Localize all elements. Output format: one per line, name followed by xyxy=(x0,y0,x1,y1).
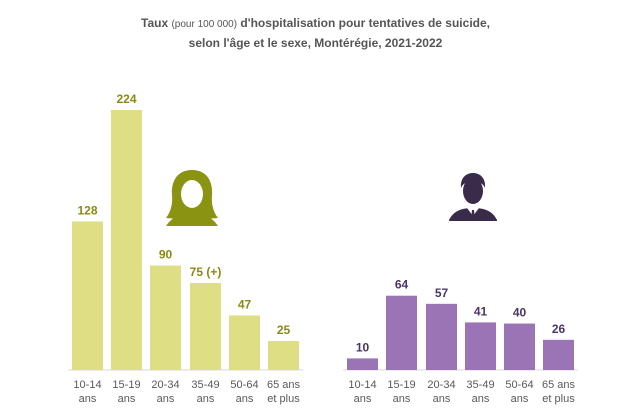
title-part-2: (pour 100 000) xyxy=(171,19,238,30)
male-tick-label: ans xyxy=(354,393,372,405)
male-tick-label: ans xyxy=(433,393,451,405)
tick-labels-layer: 10-14 ans 15-19 ans 20-34 ans 35-49 ans 50-64 ans… xyxy=(73,379,575,405)
woman-icon xyxy=(166,170,218,226)
title-part-1: Taux xyxy=(141,16,169,30)
female-bar xyxy=(229,315,260,370)
female-tick-label: 35-49 xyxy=(191,379,219,391)
female-tick-label: ans xyxy=(197,393,215,405)
male-tick-label: ans xyxy=(511,393,529,405)
chart-title-line-1: Taux (pour 100 000) d'hospitalisation po… xyxy=(0,14,631,34)
man-tie xyxy=(471,210,475,220)
male-tick-label: 35-49 xyxy=(466,379,494,391)
female-tick-label: 50-64 xyxy=(230,379,258,391)
female-bar xyxy=(72,221,103,370)
male-value-label: 41 xyxy=(474,304,488,318)
female-tick-label: 10-14 xyxy=(73,379,101,391)
female-bar xyxy=(150,265,181,370)
bars-layer xyxy=(72,110,574,370)
value-labels-layer: 128 224 90 75 (+) 47 25 10 64 57 41 40 26 xyxy=(77,92,565,354)
chart-title-line-2: selon l'âge et le sexe, Montérégie, 2021… xyxy=(188,36,443,50)
female-value-label: 128 xyxy=(77,203,97,217)
title-part-3: d'hospitalisation pour tentatives de sui… xyxy=(240,16,490,30)
female-value-label: 25 xyxy=(277,323,291,337)
man-hair xyxy=(460,173,486,188)
female-bar xyxy=(268,340,299,370)
male-value-label: 64 xyxy=(395,278,409,292)
female-tick-label: et plus xyxy=(267,393,300,405)
woman-face xyxy=(181,180,203,208)
female-tick-label: ans xyxy=(79,393,97,405)
man-icon xyxy=(449,173,497,221)
man-face xyxy=(463,178,483,204)
male-value-label: 57 xyxy=(435,286,449,300)
male-tick-label: 65 ans xyxy=(542,379,576,391)
female-tick-label: ans xyxy=(236,393,254,405)
male-tick-label: ans xyxy=(393,393,411,405)
male-bar xyxy=(465,322,496,370)
male-value-label: 10 xyxy=(356,340,370,354)
male-tick-label: ans xyxy=(472,393,490,405)
female-value-label: 75 (+) xyxy=(190,265,222,279)
male-bar xyxy=(347,358,378,370)
woman-body xyxy=(166,213,218,226)
female-bar xyxy=(111,110,142,370)
female-tick-label: ans xyxy=(157,393,175,405)
male-tick-label: 10-14 xyxy=(348,379,376,391)
male-bar xyxy=(543,339,574,370)
male-bar xyxy=(386,295,417,370)
male-tick-label: 15-19 xyxy=(387,379,415,391)
female-bar xyxy=(190,282,221,370)
male-value-label: 40 xyxy=(513,306,527,320)
male-bar xyxy=(504,323,535,370)
male-tick-label: et plus xyxy=(542,393,575,405)
male-tick-label: 20-34 xyxy=(427,379,455,391)
female-tick-label: ans xyxy=(118,393,136,405)
male-tick-label: 50-64 xyxy=(505,379,533,391)
female-value-label: 224 xyxy=(116,92,136,106)
chart-title: Taux (pour 100 000) d'hospitalisation po… xyxy=(0,14,631,52)
female-tick-label: 20-34 xyxy=(151,379,179,391)
female-tick-label: 65 ans xyxy=(267,379,301,391)
female-value-label: 47 xyxy=(238,297,252,311)
female-value-label: 90 xyxy=(159,248,173,262)
female-tick-label: 15-19 xyxy=(112,379,140,391)
male-bar xyxy=(426,303,457,370)
male-value-label: 26 xyxy=(552,322,566,336)
